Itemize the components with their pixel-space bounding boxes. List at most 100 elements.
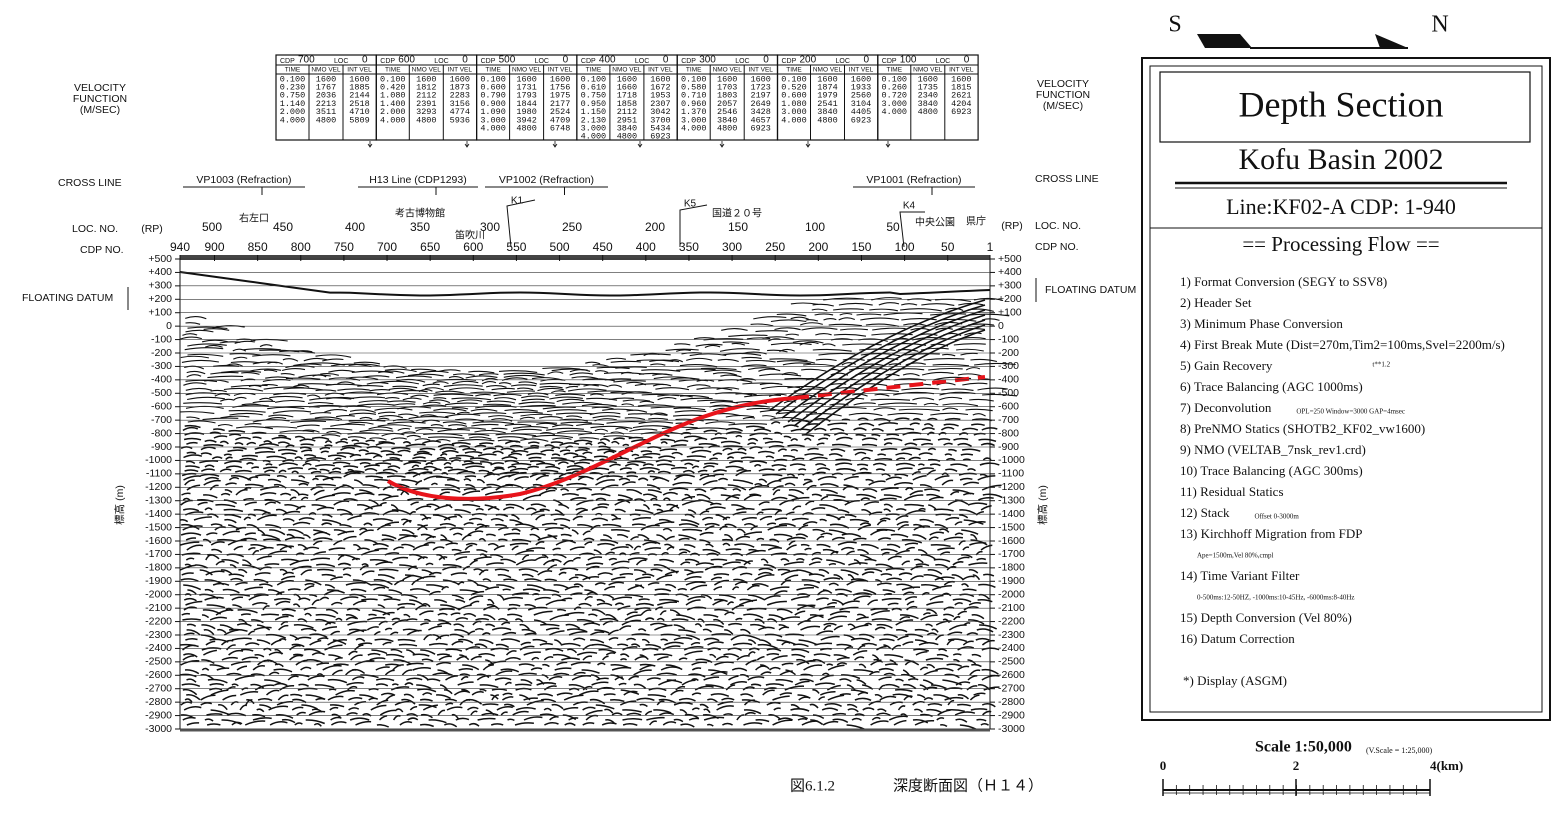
loc-tick-label: 350 (410, 220, 430, 234)
table-cell: 1885 (349, 82, 369, 92)
table-cell: 1600 (550, 74, 570, 84)
cross-line-bracket (183, 186, 305, 195)
dipping-reflector (781, 309, 986, 419)
table-cell: 3840 (717, 115, 737, 125)
figure-number: 図6.1.2 (790, 777, 835, 794)
table-cell: 0.900 (480, 99, 506, 109)
processing-step: 6) Trace Balancing (AGC 1000ms) (1180, 379, 1363, 394)
y-axis-title: 標高 (m) (1036, 485, 1049, 525)
table-cell: 1.370 (681, 107, 707, 117)
table-cell: 1600 (750, 74, 770, 84)
cdp-tick-label: 1 (987, 240, 994, 254)
table-cell: 2649 (750, 99, 770, 109)
loc-tick-label: 450 (273, 220, 293, 234)
table-cell: 2524 (550, 107, 570, 117)
y-tick-label: -1600 (145, 535, 172, 547)
processing-step: 4) First Break Mute (Dist=270m,Tim2=100m… (1180, 337, 1505, 352)
y-tick-label: -1400 (145, 508, 172, 520)
y-tick-label: +100 (998, 306, 1022, 318)
y-tick-label: -3000 (145, 723, 172, 735)
table-cell: 2541 (817, 99, 837, 109)
seismic-trace (185, 534, 988, 546)
loc-tick-label: 200 (645, 220, 665, 234)
seismic-trace (180, 341, 986, 401)
display-note: *) Display (ASGM) (1183, 673, 1287, 688)
table-column-header: NMO VEL (612, 67, 642, 74)
table-column-header: TIME (586, 67, 602, 74)
cross-line-bracket (485, 186, 608, 195)
table-column-header: NMO VEL (512, 67, 542, 74)
table-cell: 5434 (650, 123, 670, 133)
velocity-function-label: VELOCITY (1037, 78, 1089, 90)
seismic-trace (187, 584, 977, 596)
y-tick-label: 0 (166, 320, 172, 332)
y-tick-label: -1800 (145, 562, 172, 574)
table-column-header: TIME (485, 67, 501, 74)
table-cell: 0.520 (781, 82, 807, 92)
processing-step: 14) Time Variant Filter (1180, 568, 1300, 583)
rp-label: (RP) (141, 223, 163, 235)
scale-tick-label: 0 (1160, 758, 1167, 773)
y-tick-label: -300 (151, 360, 172, 372)
line-label: Line:KF02-A CDP: 1-940 (1226, 194, 1456, 219)
step-note: Offset 0-3000m (1254, 513, 1299, 521)
table-column-header: INT VEL (949, 67, 974, 74)
table-cell: 4709 (550, 115, 570, 125)
table-cell: 2391 (416, 99, 436, 109)
table-cell: 2.130 (581, 115, 607, 125)
table-cell: 1793 (516, 91, 536, 101)
table-cdp: 400 (599, 55, 616, 66)
processing-steps: 1) Format Conversion (SEGY to SSV8) 2) He… (1180, 274, 1505, 646)
axis-label: CDP NO. (80, 244, 124, 256)
station-label: 考古博物館 (395, 207, 445, 220)
table-loc-label: LOC (434, 58, 448, 65)
scale-tick-label: 4(km) (1430, 758, 1463, 773)
loc-tick-label: 400 (345, 220, 365, 234)
processing-step: 3) Minimum Phase Conversion (1180, 316, 1343, 331)
table-cdp-label: CDP (782, 58, 797, 65)
table-cdp-label: CDP (481, 58, 496, 65)
table-column-header: TIME (285, 67, 301, 74)
table-loc: 0 (864, 55, 870, 66)
table-cell: 1600 (316, 74, 336, 84)
y-tick-label: -2700 (998, 682, 1025, 694)
table-cell: 1975 (550, 91, 570, 101)
table-cell: 0.950 (581, 99, 607, 109)
table-cell: 4.000 (380, 115, 406, 125)
table-cell: 1600 (416, 74, 436, 84)
seismic-trace (186, 674, 1000, 686)
table-cell: 0.720 (882, 91, 908, 101)
table-cell: 1600 (349, 74, 369, 84)
table-loc: 0 (362, 55, 368, 66)
processing-step: 2) Header Set (1180, 295, 1252, 310)
table-loc-label: LOC (735, 58, 749, 65)
table-cell: 3511 (316, 107, 336, 117)
table-cell: 1979 (817, 91, 837, 101)
y-tick-label: -1800 (998, 562, 1025, 574)
table-cdp: 100 (900, 55, 917, 66)
table-cell: 1600 (951, 74, 971, 84)
table-cell: 2340 (918, 91, 938, 101)
floating-datum: FLOATING DATUM (1045, 284, 1136, 296)
table-cdp: 700 (298, 55, 315, 66)
y-tick-label: -1400 (998, 508, 1025, 520)
cdp-tick-label: 350 (679, 240, 699, 254)
table-cell: 1812 (416, 82, 436, 92)
y-tick-label: -600 (998, 400, 1019, 412)
y-tick-label: -2300 (998, 629, 1025, 641)
step-subline: 0-500ms:12-50HZ, -1000ms:10-45Hz, -6000m… (1197, 594, 1354, 602)
table-cell: 0.100 (480, 74, 506, 84)
table-column-header: TIME (686, 67, 702, 74)
ground-surface (179, 271, 991, 297)
table-cell: 1980 (516, 107, 536, 117)
y-tick-label: -800 (151, 427, 172, 439)
loc-tick-label: 500 (202, 220, 222, 234)
table-cell: 2213 (316, 99, 336, 109)
table-cell: 0.710 (681, 91, 707, 101)
table-cell: 0.600 (480, 82, 506, 92)
profile-arrow-tail (1197, 34, 1252, 48)
velocity-function-label: FUNCTION (1036, 89, 1090, 101)
table-cell: 1600 (918, 74, 938, 84)
table-cell: 5936 (450, 115, 470, 125)
